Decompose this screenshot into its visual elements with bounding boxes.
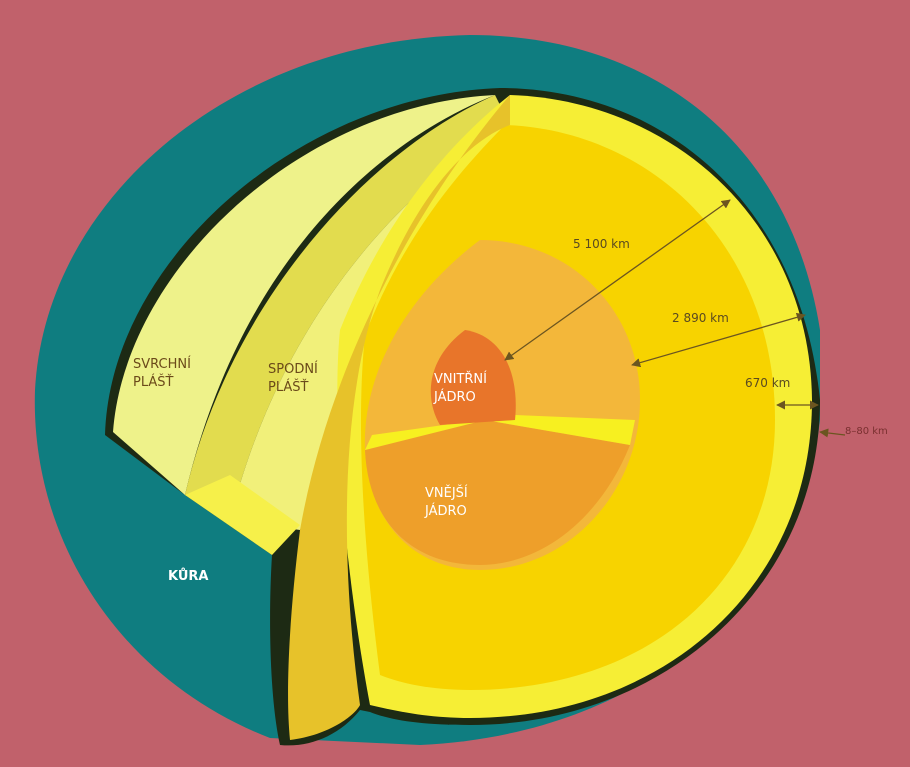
label: SPODNÍ [268, 361, 318, 377]
distance-label: 670 km [745, 376, 790, 390]
label: JÁDRO [433, 389, 476, 405]
label: SVRCHNÍ [133, 356, 191, 372]
label: PLÁŠŤ [268, 379, 309, 395]
label: JÁDRO [424, 503, 467, 519]
label: VNĚJŠÍ [425, 485, 468, 501]
earth-diagram: SVRCHNÍ PLÁŠŤ SPODNÍ PLÁŠŤ VNITŘNÍ JÁDRO… [0, 0, 910, 767]
distance-label: 8–80 km [845, 426, 888, 437]
label: VNITŘNÍ [434, 371, 487, 387]
label: KŮRA [168, 568, 208, 584]
distance-label: 2 890 km [672, 311, 729, 325]
distance-label: 5 100 km [573, 237, 630, 251]
label: PLÁŠŤ [133, 374, 174, 390]
